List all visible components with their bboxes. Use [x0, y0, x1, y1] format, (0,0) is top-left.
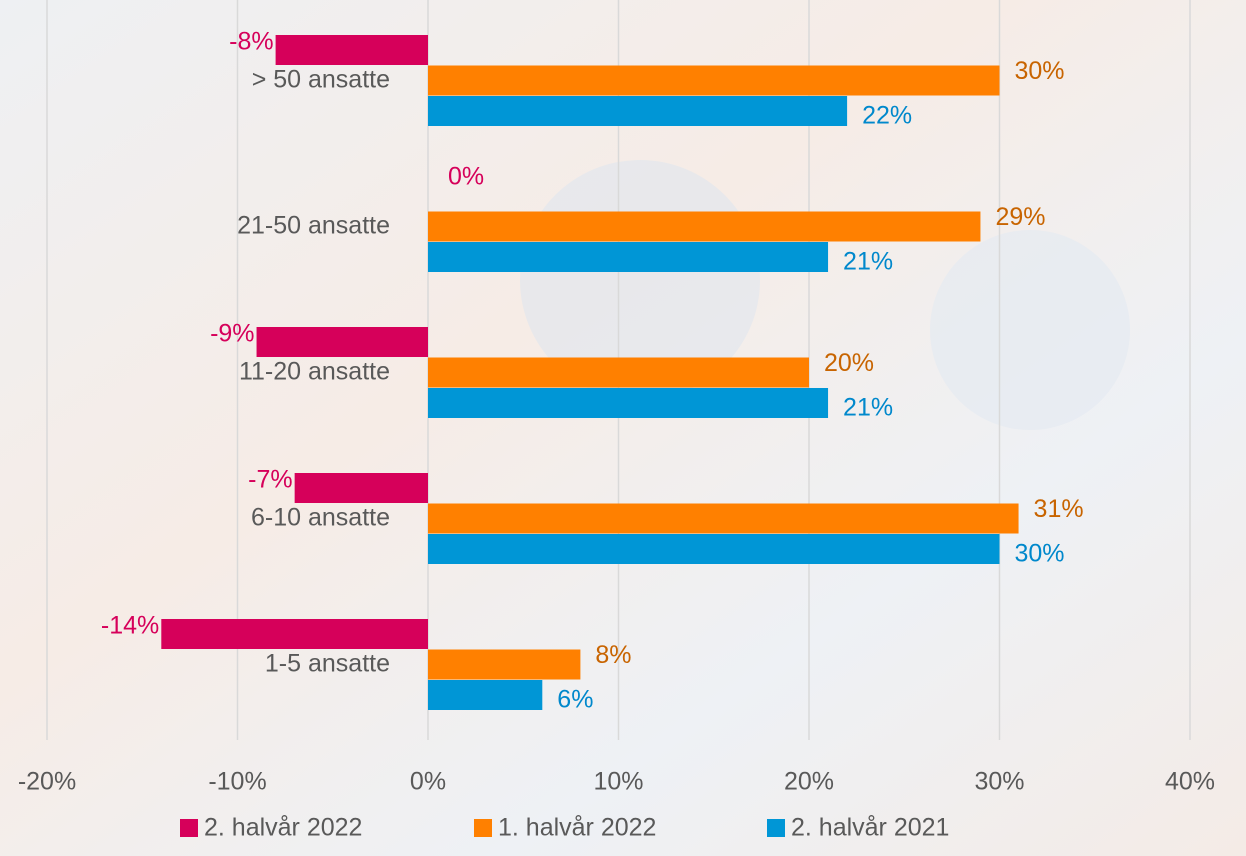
data-label: -7% — [248, 466, 292, 494]
category-label: > 50 ansatte — [252, 66, 390, 94]
bar — [428, 96, 848, 126]
category-label: 1-5 ansatte — [265, 650, 390, 678]
x-tick-label: 30% — [974, 768, 1024, 796]
x-tick-label: 20% — [784, 768, 834, 796]
legend-swatch — [180, 819, 198, 837]
legend-swatch — [767, 819, 785, 837]
category-label: 21-50 ansatte — [237, 212, 390, 240]
data-label: 30% — [1015, 540, 1065, 568]
x-tick-label: 0% — [410, 768, 446, 796]
bar — [428, 65, 1000, 96]
x-tick-label: -10% — [208, 768, 266, 796]
data-label: -9% — [210, 320, 254, 348]
data-label: 21% — [843, 248, 893, 276]
data-label: 21% — [843, 394, 893, 422]
category-label: 11-20 ansatte — [239, 358, 390, 386]
bar — [428, 388, 829, 418]
bar — [256, 327, 428, 357]
x-tick-label: 40% — [1165, 768, 1215, 796]
data-label: 30% — [1015, 57, 1065, 85]
bar — [428, 503, 1019, 534]
category-label: 6-10 ansatte — [251, 504, 390, 532]
legend-label: 1. halvår 2022 — [498, 814, 656, 842]
bar — [428, 357, 809, 388]
data-label: -14% — [101, 612, 159, 640]
bar — [428, 242, 829, 272]
data-label: 20% — [824, 349, 874, 377]
bar — [275, 35, 428, 65]
bar — [294, 473, 428, 503]
data-label: 0% — [448, 163, 484, 191]
background-decoration — [930, 230, 1130, 430]
legend-label: 2. halvår 2021 — [791, 814, 949, 842]
bar — [428, 211, 981, 242]
bar — [428, 680, 543, 710]
data-label: 6% — [557, 686, 593, 714]
data-label: 8% — [595, 641, 631, 669]
bar — [428, 649, 581, 680]
x-tick-label: 10% — [593, 768, 643, 796]
data-label: 29% — [995, 203, 1045, 231]
legend-label: 2. halvår 2022 — [204, 814, 362, 842]
data-label: 31% — [1034, 495, 1084, 523]
legend-swatch — [474, 819, 492, 837]
data-label: 22% — [862, 102, 912, 130]
bar — [428, 534, 1000, 564]
data-label: -8% — [229, 28, 273, 56]
bar — [161, 619, 429, 649]
x-tick-label: -20% — [18, 768, 76, 796]
